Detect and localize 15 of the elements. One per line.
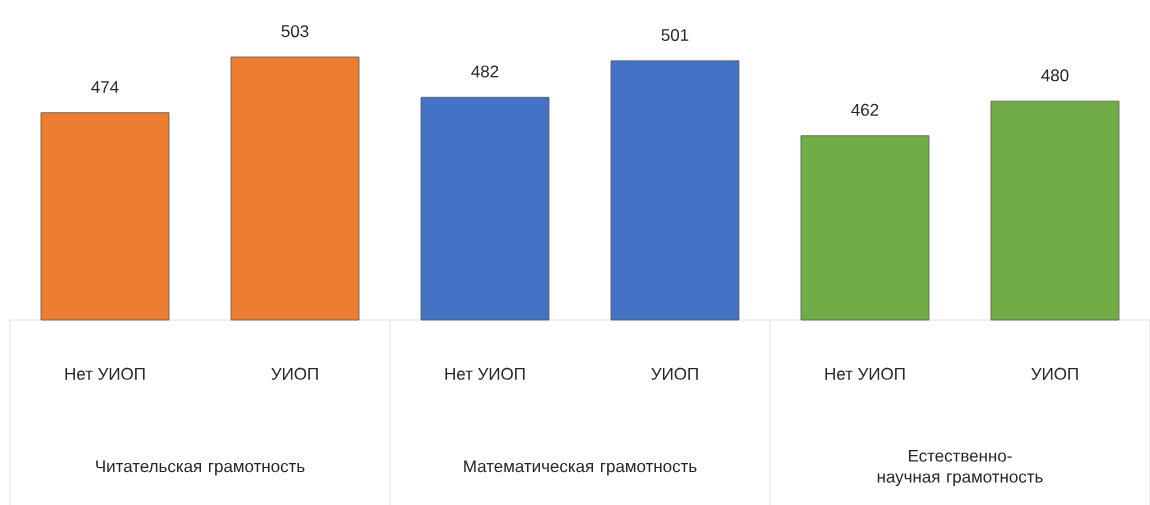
data-label: 503 — [281, 25, 309, 38]
text: Математическая грамотность — [464, 460, 697, 476]
data-label: 501 — [661, 29, 689, 41]
x-tick-label: Нет УИОП — [65, 367, 145, 380]
x-tick-label: Нет УИОП — [445, 367, 525, 380]
text: Читательская грамотность — [96, 460, 305, 476]
x-tick-label: УИОП — [271, 367, 318, 380]
text: Естественно-научная грамотность — [877, 449, 1043, 487]
data-label: 474 — [91, 81, 119, 93]
x-tick-label: УИОП — [1031, 367, 1078, 380]
data-label: 480 — [1041, 69, 1069, 82]
data-label: 482 — [471, 65, 499, 78]
data-label: 462 — [851, 103, 879, 116]
x-tick-label: УИОП — [651, 367, 698, 380]
x-tick-label: Нет УИОП — [825, 367, 905, 380]
